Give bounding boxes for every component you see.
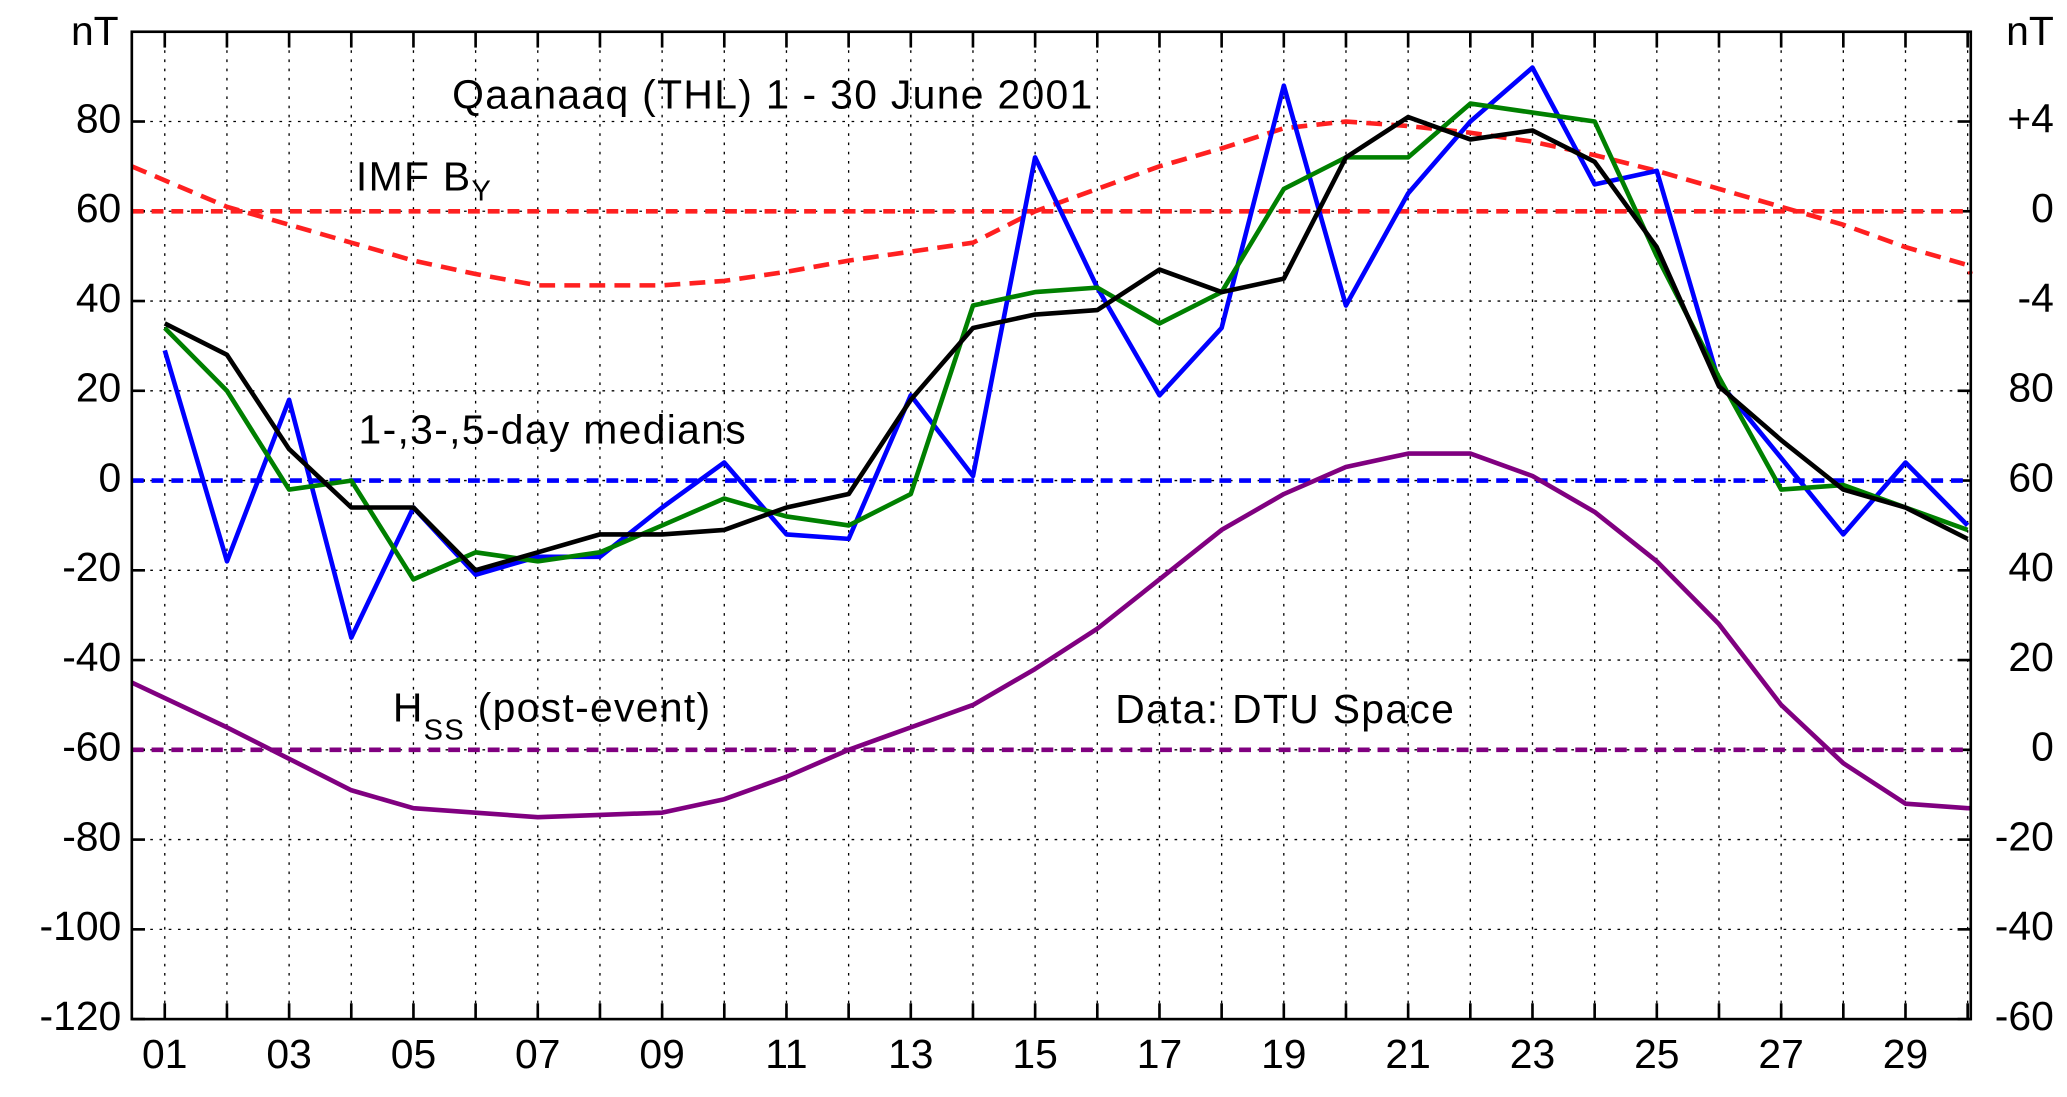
y-tick-label: 80 [76, 95, 121, 141]
y-tick-label: -120 [39, 993, 121, 1039]
y-tick-label: 60 [76, 185, 121, 231]
y-right-tick-label: -4 [2017, 275, 2053, 321]
series-line [163, 114, 1969, 573]
y-right-tick-label: 40 [2008, 544, 2053, 590]
y-right-tick-label: -20 [1995, 813, 2054, 859]
series-line [130, 119, 1973, 288]
series-line [130, 451, 1971, 820]
x-tick-label: 25 [1634, 1031, 1679, 1077]
series-line [162, 65, 1970, 640]
y-tick-label: 0 [99, 454, 122, 500]
chart-title: Qaanaaq (THL) 1 - 30 June 2001 [452, 71, 1093, 117]
x-tick-label: 17 [1137, 1031, 1182, 1077]
imf-text: IMF B [356, 153, 472, 199]
x-tick-label: 21 [1385, 1031, 1430, 1077]
x-tick-label: 07 [515, 1031, 560, 1077]
y-right-tick-label: -60 [1995, 993, 2054, 1039]
x-tick-label: 15 [1012, 1031, 1057, 1077]
hss-text: H [393, 684, 424, 730]
y-tick-label: -80 [62, 813, 121, 859]
x-tick-label: 23 [1510, 1031, 1555, 1077]
x-tick-label: 11 [765, 1031, 807, 1077]
y-right-tick-label: 60 [2008, 454, 2053, 500]
y-right-tick-label: 20 [2008, 634, 2053, 680]
y-tick-label: -100 [39, 903, 121, 949]
y-tick-label: -20 [62, 544, 121, 590]
y-right-tick-label: 0 [2031, 185, 2054, 231]
y-unit: nT [71, 8, 119, 54]
y-right-tick-label: 0 [2031, 724, 2054, 770]
hss-sub: SS [424, 714, 465, 746]
plot-frame [130, 30, 1973, 1021]
y-right-tick-label: -40 [1995, 903, 2054, 949]
y-right-tick-label: 80 [2008, 365, 2053, 411]
hss-label: HSS (post-event) [393, 684, 712, 746]
y-tick-label: 40 [76, 275, 121, 321]
x-tick-label: 27 [1758, 1031, 1803, 1077]
x-tick-label: 19 [1261, 1031, 1306, 1077]
y-tick-label: -40 [62, 634, 121, 680]
y-tick-label: 20 [76, 365, 121, 411]
source-label: Data: DTU Space [1115, 686, 1455, 732]
series-layer [130, 65, 1973, 820]
x-tick-label: 01 [142, 1031, 187, 1077]
medians-label: 1-,3-,5-day medians [359, 406, 747, 452]
x-tick-label: 29 [1883, 1031, 1928, 1077]
x-tick-label: 03 [266, 1031, 311, 1077]
y-tick-label: -60 [62, 724, 121, 770]
imf-label: IMF BY [356, 153, 492, 207]
imf-sub: Y [471, 175, 492, 207]
x-tick-label: 05 [391, 1031, 436, 1077]
x-tick-label: 13 [888, 1031, 933, 1077]
y-right-tick-label: +4 [2007, 95, 2054, 141]
x-tick-label: 09 [639, 1031, 684, 1077]
hss-rest: (post-event) [465, 684, 712, 730]
y-right-unit: nT [2006, 8, 2054, 54]
